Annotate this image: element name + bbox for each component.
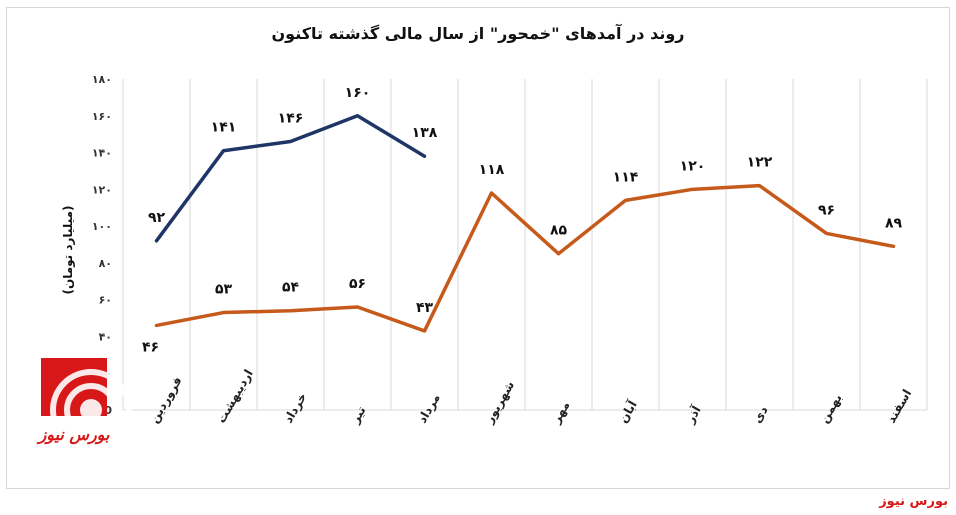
data-label: ۵۳ [215, 282, 233, 298]
x-category-label: فروردین [147, 374, 186, 426]
y-tick-label: ۱۲۰ [92, 183, 112, 196]
chart-title: روند در آمدهای "خمحور" از سال مالی گذشته… [271, 24, 685, 43]
x-category-label: اسفند [884, 387, 914, 426]
data-label: ۹۲ [148, 210, 166, 226]
data-label: ۱۱۸ [479, 162, 505, 178]
y-axis-ticks: 0۲۰۴۰۶۰۸۰۱۰۰۱۲۰۱۴۰۱۶۰۱۸۰ [92, 73, 113, 417]
x-category-label: مهر [548, 399, 572, 427]
y-tick-label: ۱۶۰ [92, 110, 112, 123]
data-label: ۱۳۸ [412, 125, 438, 141]
logo-arc-2 [64, 383, 118, 437]
x-category-label: خرداد [281, 390, 309, 425]
data-label: ۸۵ [550, 223, 568, 239]
data-label: ۱۴۱ [211, 120, 237, 136]
x-category-label: شهریور [481, 379, 518, 427]
series-line-1 [154, 114, 427, 243]
bourse-news-logo: بورس نیوز [36, 358, 132, 451]
y-tick-label: ۱۸۰ [92, 73, 112, 86]
data-label: ۵۴ [282, 280, 300, 296]
y-tick-label: ۱۴۰ [92, 147, 112, 160]
x-category-label: دی [750, 404, 771, 426]
series-layer [154, 114, 896, 333]
logo-arc-1 [50, 369, 132, 451]
data-label: ۸۹ [885, 215, 903, 231]
y-tick-label: ۶۰ [99, 294, 112, 307]
x-category-label: آذر [682, 402, 705, 426]
data-label: ۴۳ [416, 300, 434, 316]
source-label: بورس نیوز [879, 494, 948, 509]
data-label: ۱۱۴ [613, 169, 639, 185]
data-label: ۴۶ [142, 339, 159, 355]
y-tick-label: 0 [104, 404, 112, 417]
data-labels: ۹۲ ۱۴۱ ۱۴۶ ۱۶۰ ۱۳۸ ۴۶ ۵۳ ۵۴ ۵۶ ۴۳ ۱۱۸ ۸۵ ۱۱۴ ۱۲۰ ۱۲۲ ۹۶… [142, 85, 903, 356]
y-tick-label: ۸۰ [99, 257, 112, 270]
logo-arc-3 [80, 399, 102, 421]
x-axis-categories: فروردین اردیبهشت خرداد تیر مرداد شهریور مهر آبا… [147, 367, 914, 427]
y-axis-label: (میلیارد تومان) [61, 205, 76, 294]
x-category-label: اردیبهشت [214, 367, 256, 425]
data-label: ۱۶۰ [345, 85, 371, 101]
data-label: ۱۲۰ [680, 158, 706, 174]
x-category-label: آبان [615, 397, 640, 426]
x-category-label: مرداد [415, 391, 443, 425]
grid-layer [122, 79, 928, 411]
data-label: ۱۴۶ [278, 111, 304, 127]
logo-wordmark: بورس نیوز [36, 425, 110, 445]
series-line-2 [154, 183, 896, 333]
data-label: ۹۶ [818, 202, 835, 218]
x-category-label: بهمن [817, 391, 845, 425]
data-label: ۱۲۲ [747, 155, 773, 171]
data-label: ۵۶ [349, 276, 366, 292]
y-tick-label: ۱۰۰ [92, 220, 112, 233]
x-category-label: تیر [347, 404, 368, 426]
y-tick-label: ۴۰ [99, 330, 112, 343]
